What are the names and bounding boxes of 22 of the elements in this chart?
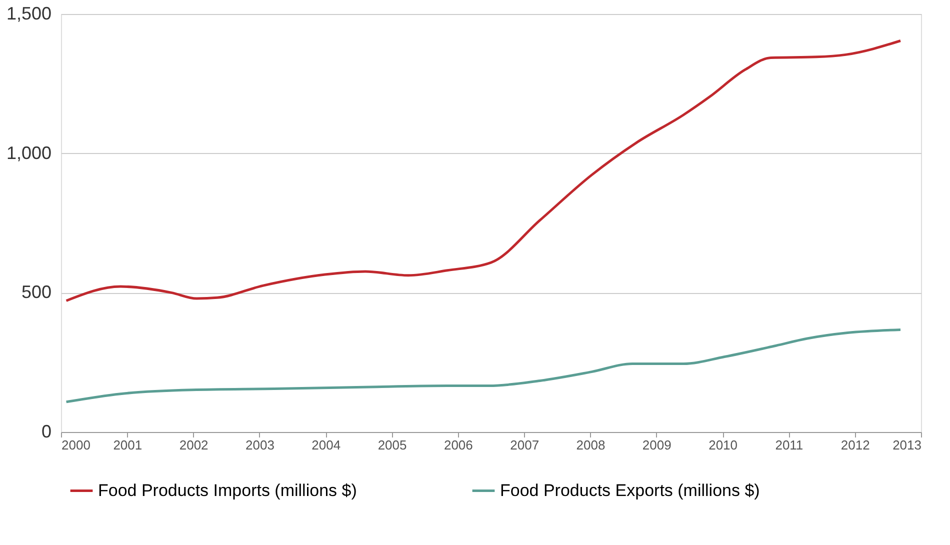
- x-tick-label: 2010: [708, 438, 738, 452]
- x-tick-label: 2013: [892, 438, 922, 452]
- legend-label: Food Products Exports (millions $): [500, 480, 760, 500]
- x-tick-label: 2012: [840, 438, 870, 452]
- y-tick-label: 500: [21, 282, 52, 302]
- x-tick-label: 2003: [246, 438, 274, 452]
- x-tick-label: 2001: [113, 438, 142, 452]
- y-tick-label: 0: [41, 422, 52, 442]
- x-tick-label: 2002: [179, 438, 208, 452]
- line-series: [65, 40, 902, 302]
- x-tick-label: 2009: [642, 438, 672, 452]
- x-tick-label: 2011: [775, 438, 804, 452]
- x-tick-label: 2007: [510, 438, 540, 452]
- x-tick-label: 2006: [444, 438, 473, 452]
- line-series: [65, 328, 902, 404]
- x-tick-label: 2005: [378, 438, 407, 452]
- x-tick-label: 2004: [312, 438, 341, 452]
- x-tick-label: 2000: [62, 438, 90, 452]
- x-tick-label: 2008: [576, 438, 606, 452]
- y-tick-label: 1,500: [6, 4, 52, 24]
- y-tick-label: 1,000: [6, 142, 52, 163]
- legend-label: Food Products Imports (millions $): [98, 480, 357, 500]
